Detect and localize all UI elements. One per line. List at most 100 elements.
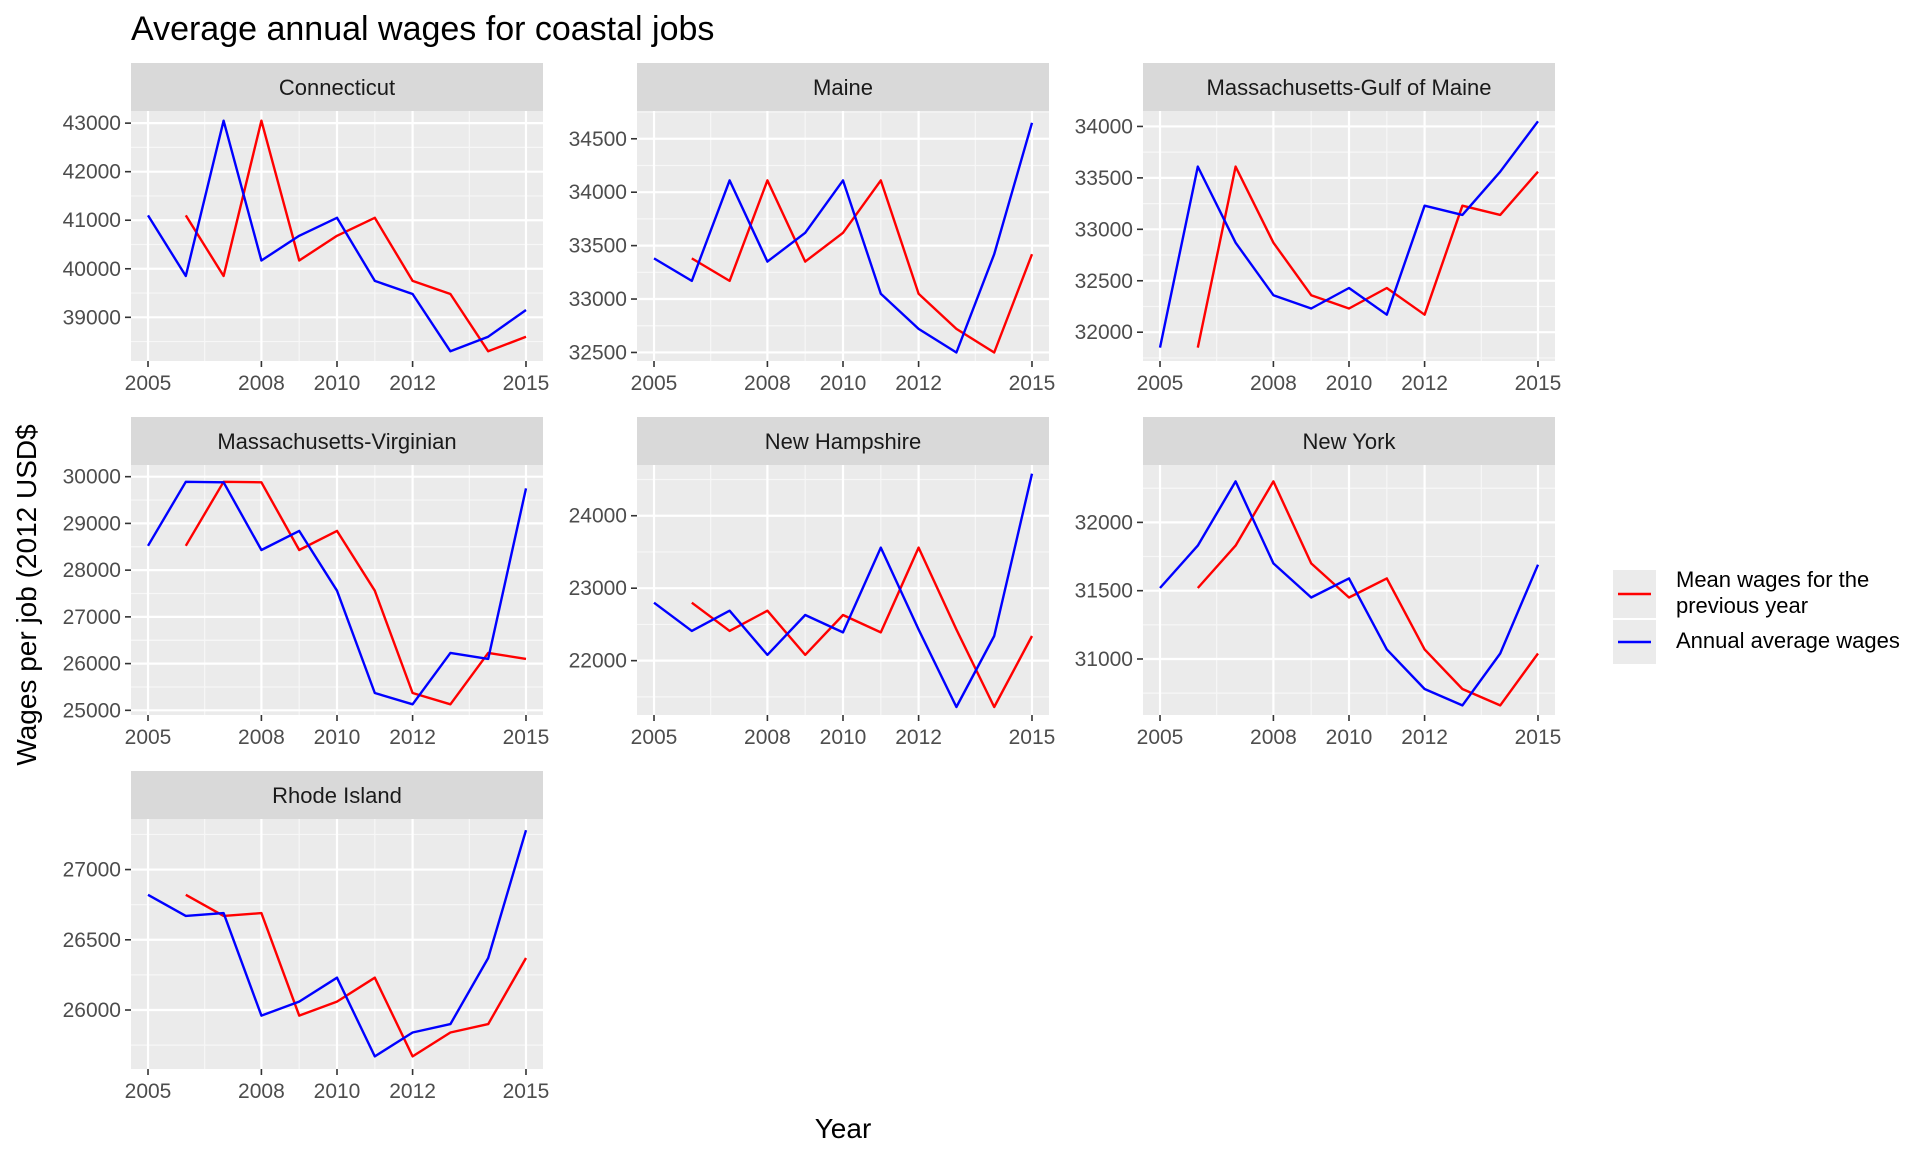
- panel-maine: Maine 32500 33000 33500 34000 34500 2005 2008 20…: [569, 63, 1056, 395]
- x-tick-label: 2015: [1009, 372, 1056, 395]
- y-tick-label: 42000: [63, 161, 121, 184]
- panels: Connecticut 39000 40000 41000 42000 43000 2005…: [63, 63, 1562, 1103]
- series-line-annual-average-wages-massachusetts-virginian: [146, 480, 528, 706]
- panel-massachusetts-virginian: Massachusetts-Virginian 25000 26000 27000 28…: [63, 417, 550, 749]
- y-tick-label: 28000: [63, 559, 121, 582]
- x-tick-label: 2012: [1401, 372, 1448, 395]
- y-tick-label: 34500: [569, 128, 627, 151]
- strip-label-new-hampshire: New Hampshire: [765, 429, 922, 454]
- y-tick-label: 41000: [63, 209, 121, 232]
- x-tick-label: 2012: [1401, 726, 1448, 749]
- strip-label-massachusetts-virginian: Massachusetts-Virginian: [217, 429, 456, 454]
- strip-connecticut: [131, 63, 543, 111]
- series-line-mean-wages-for-the-previous-year-massachusetts-gulf-of-maine: [1196, 165, 1539, 348]
- legend-label: Mean wages for the: [1676, 567, 1869, 592]
- y-tick-label: 26000: [63, 653, 121, 676]
- strip-label-new-york: New York: [1303, 429, 1397, 454]
- strip-massachusetts-gulf-of-maine: [1143, 63, 1555, 111]
- y-tick-label: 32500: [569, 341, 627, 364]
- x-tick-label: 2012: [389, 372, 436, 395]
- series-line-mean-wages-for-the-previous-year-new-york: [1196, 480, 1539, 707]
- x-tick-label: 2005: [631, 372, 678, 395]
- x-tick-label: 2012: [389, 1080, 436, 1103]
- y-tick-label: 34000: [1075, 115, 1133, 138]
- x-tick-label: 2005: [125, 372, 172, 395]
- y-tick-label: 32500: [1075, 270, 1133, 293]
- panel-new-hampshire: New Hampshire 22000 23000 24000 2005 2008 2010…: [569, 417, 1056, 749]
- y-tick-label: 24000: [569, 505, 627, 528]
- x-tick-label: 2005: [1137, 726, 1184, 749]
- x-tick-label: 2010: [820, 372, 867, 395]
- series-line-mean-wages-for-the-previous-year-maine: [691, 179, 1034, 354]
- y-tick-label: 30000: [63, 466, 121, 489]
- y-axis-title: Wages per job (2012 USD$: [11, 424, 42, 766]
- y-tick-label: 25000: [63, 699, 121, 722]
- y-tick-label: 27000: [63, 606, 121, 629]
- series-line-mean-wages-for-the-previous-year-new-hampshire: [691, 546, 1034, 709]
- y-tick-label: 31000: [1075, 648, 1133, 671]
- x-tick-label: 2008: [238, 1080, 285, 1103]
- legend-label: Annual average wages: [1676, 628, 1900, 653]
- x-tick-label: 2010: [314, 726, 361, 749]
- y-tick-label: 27000: [63, 859, 121, 882]
- x-tick-label: 2015: [503, 1080, 550, 1103]
- strip-label-massachusetts-gulf-of-maine: Massachusetts-Gulf of Maine: [1207, 75, 1492, 100]
- y-tick-label: 26500: [63, 929, 121, 952]
- x-tick-label: 2008: [238, 372, 285, 395]
- x-tick-label: 2012: [895, 726, 942, 749]
- x-tick-label: 2010: [314, 1080, 361, 1103]
- x-tick-label: 2005: [631, 726, 678, 749]
- x-tick-label: 2005: [1137, 372, 1184, 395]
- series-line-annual-average-wages-connecticut: [146, 119, 527, 353]
- y-tick-label: 39000: [63, 306, 121, 329]
- panel-connecticut: Connecticut 39000 40000 41000 42000 43000 2005…: [63, 63, 550, 395]
- x-tick-label: 2010: [1326, 726, 1373, 749]
- y-tick-label: 23000: [569, 577, 627, 600]
- y-tick-label: 40000: [63, 258, 121, 281]
- x-tick-label: 2012: [389, 726, 436, 749]
- x-tick-label: 2015: [1515, 726, 1562, 749]
- x-tick-label: 2008: [744, 726, 791, 749]
- x-tick-label: 2015: [503, 726, 550, 749]
- strip-new-hampshire: [637, 417, 1049, 465]
- series-line-annual-average-wages-massachusetts-gulf-of-maine: [1158, 120, 1539, 348]
- panel-rhode-island: Rhode Island 26000 26500 27000 2005 2008 2010 2…: [63, 771, 550, 1103]
- x-tick-label: 2005: [125, 1080, 172, 1103]
- y-tick-label: 26000: [63, 999, 121, 1022]
- x-tick-label: 2010: [820, 726, 867, 749]
- x-tick-label: 2015: [1009, 726, 1056, 749]
- legend-label: previous year: [1676, 593, 1808, 618]
- y-tick-label: 34000: [569, 181, 627, 204]
- series-line-mean-wages-for-the-previous-year-massachusetts-virginian: [184, 480, 527, 706]
- x-tick-label: 2008: [1250, 726, 1297, 749]
- x-tick-label: 2015: [503, 372, 550, 395]
- y-tick-label: 31500: [1075, 580, 1133, 603]
- x-tick-label: 2010: [314, 372, 361, 395]
- y-tick-label: 33000: [569, 288, 627, 311]
- x-tick-label: 2008: [744, 372, 791, 395]
- x-tick-label: 2005: [125, 726, 172, 749]
- y-tick-label: 22000: [569, 650, 627, 673]
- y-tick-label: 29000: [63, 512, 121, 535]
- x-tick-label: 2008: [1250, 372, 1297, 395]
- strip-label-rhode-island: Rhode Island: [272, 783, 402, 808]
- x-axis-title: Year: [815, 1113, 872, 1144]
- strip-new-york: [1143, 417, 1555, 465]
- y-tick-label: 33500: [569, 235, 627, 258]
- panel-massachusetts-gulf-of-maine: Massachusetts-Gulf of Maine 32000 32500 330…: [1075, 63, 1561, 395]
- y-tick-label: 33500: [1075, 167, 1133, 190]
- strip-massachusetts-virginian: [131, 417, 543, 465]
- y-tick-label: 33000: [1075, 218, 1133, 241]
- series-line-annual-average-wages-maine: [653, 122, 1034, 354]
- series-line-mean-wages-for-the-previous-year-connecticut: [184, 119, 527, 353]
- x-tick-label: 2008: [238, 726, 285, 749]
- series-line-annual-average-wages-new-hampshire: [653, 473, 1034, 709]
- y-tick-label: 43000: [63, 112, 121, 135]
- series-line-annual-average-wages-rhode-island: [147, 829, 528, 1058]
- strip-maine: [637, 63, 1049, 111]
- y-tick-label: 32000: [1075, 321, 1133, 344]
- x-tick-label: 2012: [895, 372, 942, 395]
- strip-rhode-island: [131, 771, 543, 819]
